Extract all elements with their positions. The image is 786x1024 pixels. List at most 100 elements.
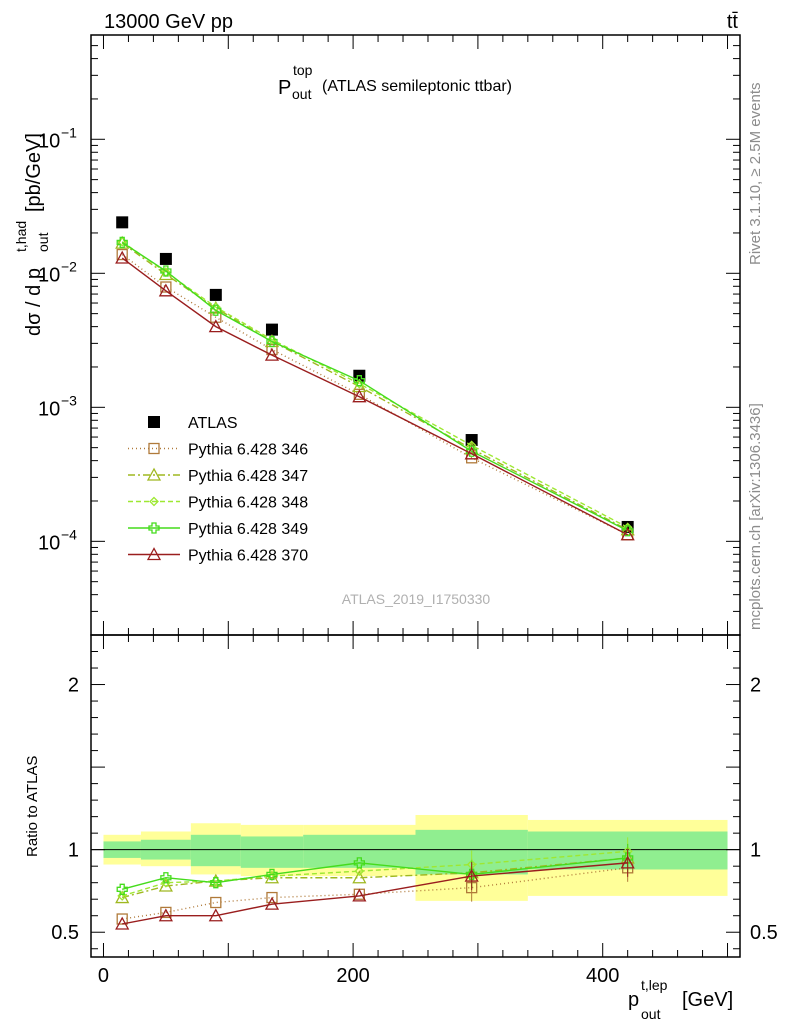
ratio-point-4-3 [264, 896, 280, 910]
main-y-axis-label: dσ / d p out t,had [pb/GeV] [13, 133, 51, 336]
ratio-point-2-0 [117, 890, 128, 901]
main-series-line-1 [121, 253, 628, 536]
axis-ticks: 10−110−210−310 −40.5 0.51 12 20 200 400 [38, 35, 778, 987]
main-point-4-4 [353, 375, 365, 387]
main-series-0 [116, 216, 634, 533]
ratio-point-2-4 [354, 866, 365, 877]
ratio-ytick-label-right-2: 2 [750, 675, 761, 697]
xlabel-unit: [GeV] [682, 989, 733, 1011]
legend-entry-4: Pythia 6.428 349 [128, 521, 308, 538]
xlabel-sub: out [641, 1006, 661, 1022]
main-point-4-5 [466, 445, 478, 457]
ratio-point-2-1 [160, 877, 171, 888]
legend-label-5: Pythia 6.428 370 [188, 548, 308, 565]
main-point-3-3 [267, 334, 277, 345]
xtick-label-2: 400 [586, 965, 619, 987]
ratio-band-stat-2 [190, 834, 241, 867]
legend-label-2: Pythia 6.428 347 [188, 468, 308, 485]
main-series-4 [116, 236, 634, 537]
ratio-point-0-1 [160, 906, 172, 919]
xtick-label-1: 200 [336, 965, 369, 987]
main-point-0-3 [265, 323, 278, 336]
ylabel-main: dσ / d p [23, 268, 45, 336]
main-point-5-6 [620, 527, 635, 541]
main-series-line-3 [121, 241, 628, 529]
main-plot-title: P top out (ATLAS semileptonic ttbar) [278, 62, 512, 102]
legend-marker-5 [146, 547, 162, 561]
main-point-0-1 [159, 252, 172, 265]
main-point-5-4 [352, 389, 367, 403]
main-point-5-1 [158, 283, 173, 297]
legend-entry-0: ATLAS [148, 415, 238, 432]
main-point-0-0 [116, 216, 129, 229]
ratio-band-stat-3 [240, 836, 304, 868]
ratio-point-0-2 [210, 896, 222, 909]
main-point-1-2 [210, 311, 222, 323]
main-point-4-0 [116, 236, 128, 249]
ratio-point-3-4 [353, 857, 365, 869]
main-point-4-6 [622, 525, 634, 537]
ylabel-sup: t,had [13, 221, 29, 252]
ratio-point-1-1 [158, 878, 173, 892]
title-rest: (ATLAS semileptonic ttbar) [322, 78, 512, 95]
ratio-y-axis-label: Ratio to ATLAS [24, 756, 41, 857]
main-point-0-2 [209, 288, 222, 301]
legend-entry-2: Pythia 6.428 347 [128, 467, 308, 485]
legend-label-1: Pythia 6.428 346 [188, 442, 308, 459]
ratio-point-0-3 [266, 891, 278, 904]
main-ytick-label-0: 10 [38, 130, 60, 152]
ratio-point-2-2 [210, 876, 221, 886]
analysis-watermark: ATLAS_2019_I1750330 [342, 591, 491, 607]
process-label: tt̄ [727, 11, 739, 33]
ratio-point-4-4 [352, 888, 367, 902]
main-point-5-2 [208, 319, 223, 333]
ratio-point-4-6 [620, 855, 635, 869]
main-point-4-3 [266, 335, 278, 348]
legend-marker-1 [148, 442, 160, 455]
main-plot-frame [90, 34, 741, 636]
ratio-ytick-label-right-1: 1 [750, 840, 761, 862]
main-ytick-label-2: 10 [38, 398, 60, 420]
ratio-series-line-0 [122, 867, 628, 920]
legend-marker-3 [149, 496, 159, 507]
legend-marker-2 [146, 467, 162, 481]
main-ytick-label-1: 10 [38, 264, 60, 286]
ratio-point-1-4 [352, 870, 367, 884]
ratio-ytick-label-right-0: 0.5 [750, 922, 778, 944]
ratio-point-3-2 [210, 877, 222, 889]
ratio-point-3-3 [266, 868, 278, 881]
main-point-5-0 [115, 250, 130, 264]
title-sub: out [292, 86, 312, 102]
main-ytick-exp-2: −3 [61, 392, 77, 408]
legend-label-3: Pythia 6.428 348 [188, 495, 308, 512]
ratio-ytick-label-left-1: 1 [68, 840, 79, 862]
main-point-5-3 [264, 347, 280, 361]
legend-marker-0 [148, 416, 160, 428]
main-point-5-5 [464, 446, 479, 460]
ratio-point-4-5 [464, 868, 479, 882]
main-point-0-5 [465, 434, 478, 447]
ratio-point-4-0 [115, 916, 130, 930]
ratio-ytick-label-left-2: 2 [68, 675, 79, 697]
ratio-point-3-0 [116, 883, 128, 895]
ylabel-sub: out [35, 232, 51, 252]
ylabel-unit: [pb/GeV] [23, 133, 45, 212]
xtick-label-0: 0 [98, 965, 109, 987]
legend: ATLAS Pythia 6.428 346 Pythia 6.428 347 Pyt… [128, 415, 308, 565]
ratio-point-3-1 [160, 872, 172, 884]
mcplots-label: mcplots.cern.ch [arXiv:1306.3436] [747, 403, 764, 630]
ratio-point-3-6 [622, 852, 634, 864]
legend-marker-4 [148, 522, 160, 534]
ratio-point-4-1 [158, 908, 173, 922]
ratio-bands [91, 814, 740, 901]
ratio-series-layer [115, 837, 635, 930]
main-series-3 [117, 236, 633, 533]
main-series-line-2 [121, 242, 628, 531]
x-axis-label: p t,lep out [GeV] [628, 977, 733, 1022]
legend-entry-3: Pythia 6.428 348 [128, 495, 308, 512]
xlabel-main: p [628, 989, 639, 1011]
main-point-3-6 [622, 522, 633, 533]
ratio-ytick-label-left-0: 0.5 [51, 922, 79, 944]
ratio-plot-frame [90, 634, 741, 958]
